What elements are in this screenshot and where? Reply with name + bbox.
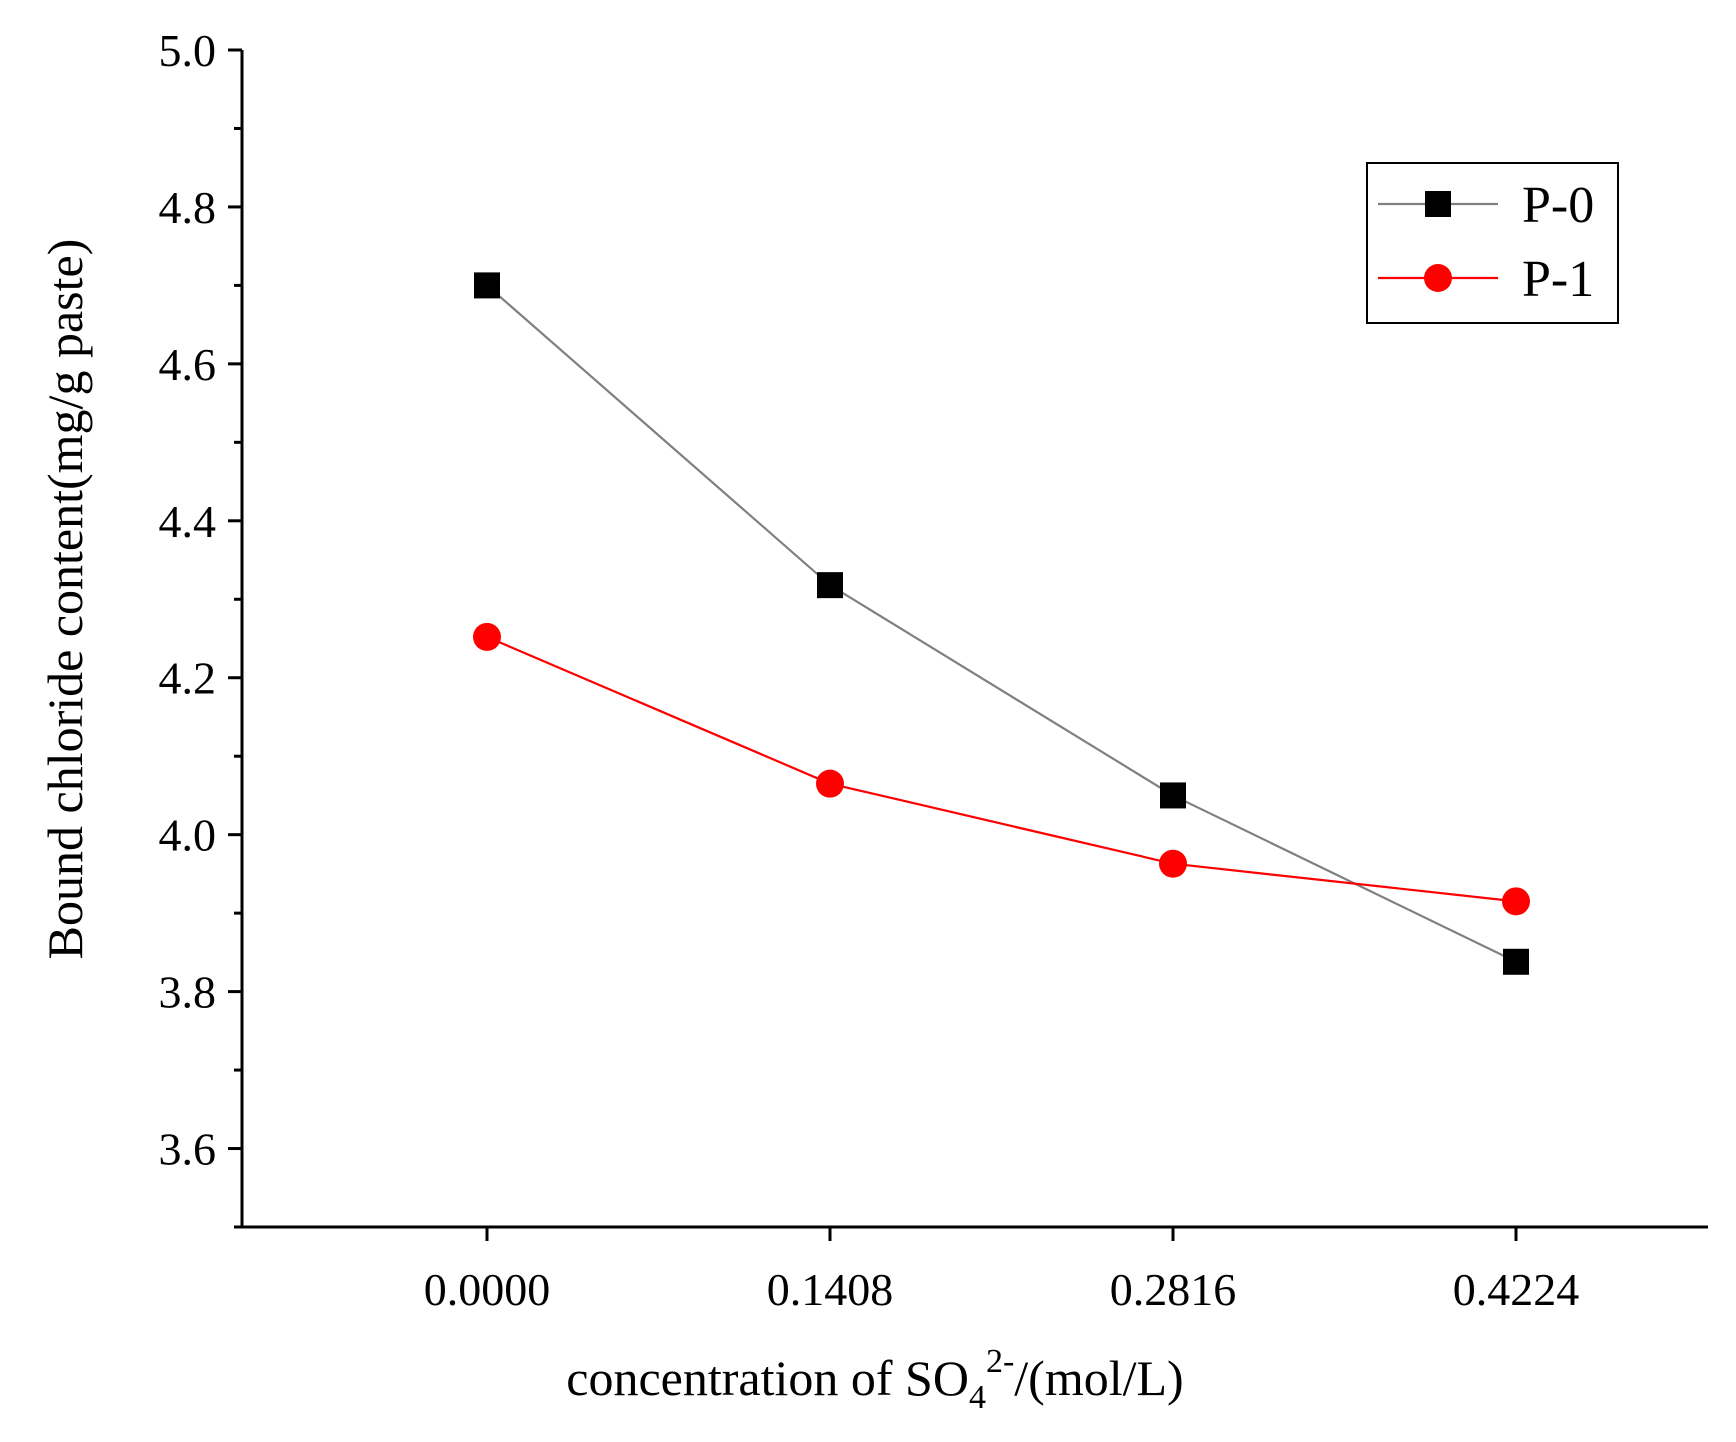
data-point-P-0-1 [817, 572, 843, 599]
legend-marker-P-1 [1424, 264, 1452, 292]
axis-labels: Bound chloride content(mg/g paste) conce… [37, 239, 1184, 1416]
series-line-P-1 [486, 635, 1517, 903]
x-tick-label: 0.2816 [1110, 1264, 1237, 1315]
legend-marker-P-0 [1425, 191, 1451, 217]
legend-box [1366, 162, 1619, 324]
x-axis-label-prefix: concentration of SO [566, 1350, 969, 1406]
data-point-P-1-2 [1159, 849, 1187, 878]
x-tick-label: 0.4224 [1453, 1264, 1580, 1315]
data-point-P-1-0 [473, 622, 501, 651]
y-tick-label: 4.0 [159, 810, 217, 861]
y-tick-label: 4.6 [159, 339, 217, 390]
x-axis-label-superscript: 2- [986, 1343, 1014, 1380]
x-tick-label: 0.1408 [767, 1264, 894, 1315]
legend: P-0P-1 [1366, 162, 1619, 324]
x-axis-label-suffix: /(mol/L) [1014, 1350, 1183, 1406]
y-tick-label: 4.8 [159, 182, 217, 233]
y-tick-label: 3.8 [159, 967, 217, 1018]
data-point-P-0-3 [1503, 948, 1529, 975]
y-tick-label: 4.4 [159, 496, 217, 547]
x-axis-label: concentration of SO42-/(mol/L) [566, 1343, 1183, 1416]
data-point-P-1-1 [816, 769, 844, 798]
data-point-P-1-3 [1502, 887, 1530, 916]
y-axis-label: Bound chloride content(mg/g paste) [37, 239, 93, 960]
y-tick-label: 5.0 [159, 25, 217, 76]
y-tick-label: 4.2 [159, 653, 217, 704]
data-point-P-0-0 [474, 272, 500, 299]
x-axis-label-subscript: 4 [969, 1379, 986, 1416]
series-line-P-0 [486, 284, 1517, 963]
axes: 3.6 3.8 4.0 4.2 4.4 4.6 4.8 5.0 0.0000 0.1408 0.28… [159, 25, 1708, 1315]
series-layer [473, 272, 1530, 975]
legend-label: P-0 [1522, 177, 1594, 234]
x-tick-label: 0.0000 [424, 1264, 551, 1315]
legend-label: P-1 [1522, 251, 1594, 308]
y-tick-label: 3.6 [159, 1124, 217, 1175]
data-point-P-0-2 [1160, 782, 1186, 809]
